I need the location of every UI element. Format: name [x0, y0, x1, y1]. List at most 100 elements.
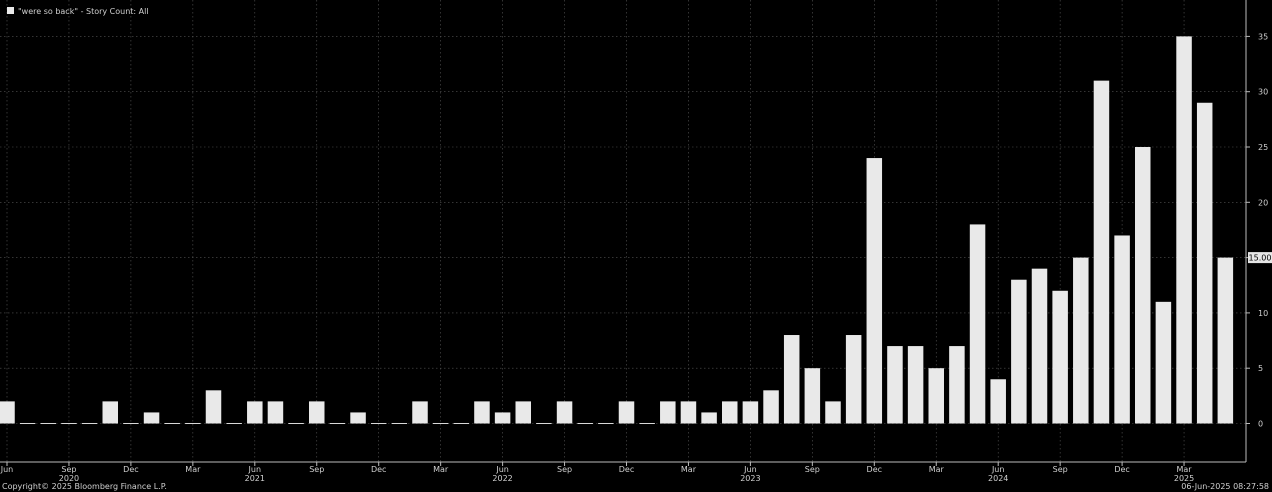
x-year-label: 2023: [740, 474, 760, 483]
bar-zero: [329, 423, 346, 424]
bar-zero: [81, 423, 98, 424]
bar: [309, 401, 325, 424]
bar: [783, 335, 800, 424]
bar: [412, 401, 428, 424]
x-tick-label: Sep: [805, 465, 820, 474]
bar: [907, 346, 924, 424]
bar: [247, 401, 263, 424]
bar-zero: [123, 423, 139, 424]
bar: [1052, 290, 1068, 424]
x-tick-label: Dec: [1114, 465, 1129, 474]
legend-label: "were so back" - Story Count: All: [18, 7, 149, 16]
bar: [1176, 36, 1192, 424]
bar: [205, 390, 222, 424]
bar-zero: [639, 423, 655, 424]
x-tick-label: Jun: [0, 465, 13, 474]
x-tick-label: Jun: [743, 465, 757, 474]
x-tick-label: Jun: [495, 465, 509, 474]
bar: [969, 224, 986, 424]
x-year-label: 2024: [988, 474, 1008, 483]
bar: [1155, 301, 1172, 424]
bar: [949, 346, 965, 424]
bar: [763, 390, 779, 424]
x-tick-label: Dec: [371, 465, 386, 474]
bar-zero: [19, 423, 36, 424]
x-tick-label: Mar: [929, 465, 945, 474]
bar: [1031, 268, 1048, 424]
bar-zero: [288, 423, 304, 424]
bar-zero: [370, 423, 387, 424]
x-tick-label: Jun: [991, 465, 1005, 474]
bar: [1093, 80, 1110, 424]
bar: [660, 401, 676, 424]
bar: [990, 379, 1006, 424]
y-tick-label: 35: [1258, 32, 1268, 41]
last-value-label: 15.00: [1249, 254, 1272, 263]
bar: [267, 401, 284, 424]
x-tick-label: Dec: [123, 465, 138, 474]
bar: [701, 412, 717, 424]
bar: [556, 401, 573, 424]
bar-zero: [40, 423, 57, 424]
bar: [825, 401, 841, 424]
bar: [928, 368, 944, 424]
x-year-label: 2022: [492, 474, 512, 483]
legend-swatch: [7, 7, 14, 14]
y-tick-label: 10: [1258, 309, 1268, 318]
bar: [1196, 102, 1213, 424]
x-tick-label: Mar: [681, 465, 697, 474]
bar: [804, 368, 821, 424]
y-tick-label: 5: [1258, 364, 1263, 373]
x-tick-label: Sep: [309, 465, 324, 474]
bar-zero: [185, 423, 201, 424]
bar: [1135, 147, 1151, 424]
bar-zero: [391, 423, 408, 424]
x-tick-label: Dec: [867, 465, 882, 474]
y-tick-label: 20: [1258, 198, 1268, 207]
bar: [722, 401, 738, 424]
bar: [1011, 279, 1027, 424]
bar: [680, 401, 697, 424]
bar: [742, 401, 759, 424]
bar: [143, 412, 160, 424]
x-year-label: 2020: [59, 474, 79, 483]
bar: [102, 401, 118, 424]
x-tick-label: Dec: [619, 465, 634, 474]
x-tick-label: Sep: [557, 465, 572, 474]
bar: [474, 401, 490, 424]
legend: "were so back" - Story Count: All: [7, 7, 149, 16]
bar: [0, 401, 15, 424]
bar-zero: [164, 423, 180, 424]
bar: [1217, 257, 1234, 424]
bar-zero: [432, 423, 449, 424]
bars-layer: [0, 36, 1234, 424]
x-tick-label: Mar: [185, 465, 201, 474]
bar: [618, 401, 635, 424]
x-tick-label: Jun: [248, 465, 262, 474]
bar: [1073, 257, 1089, 424]
x-tick-label: Sep: [61, 465, 76, 474]
bar: [845, 335, 862, 424]
bar-zero: [226, 423, 242, 424]
x-year-label: 2021: [245, 474, 265, 483]
bar: [350, 412, 366, 424]
timestamp-text: 06-Jun-2025 08:27:58: [1181, 482, 1269, 491]
bar: [866, 158, 883, 424]
x-year-label: 2025: [1174, 474, 1194, 483]
bar: [494, 412, 511, 424]
y-tick-label: 25: [1258, 143, 1268, 152]
bar: [887, 346, 903, 424]
bar: [1114, 235, 1130, 424]
bar-zero: [453, 423, 470, 424]
copyright-text: Copyright© 2025 Bloomberg Finance L.P.: [2, 482, 167, 491]
bar-zero: [598, 423, 614, 424]
x-tick-label: Mar: [433, 465, 449, 474]
y-tick-label: 30: [1258, 88, 1268, 97]
bar-zero: [536, 423, 552, 424]
y-tick-label: 0: [1258, 420, 1263, 429]
bar: [515, 401, 531, 424]
x-tick-label: Sep: [1053, 465, 1068, 474]
last-value-box: [1248, 252, 1272, 264]
